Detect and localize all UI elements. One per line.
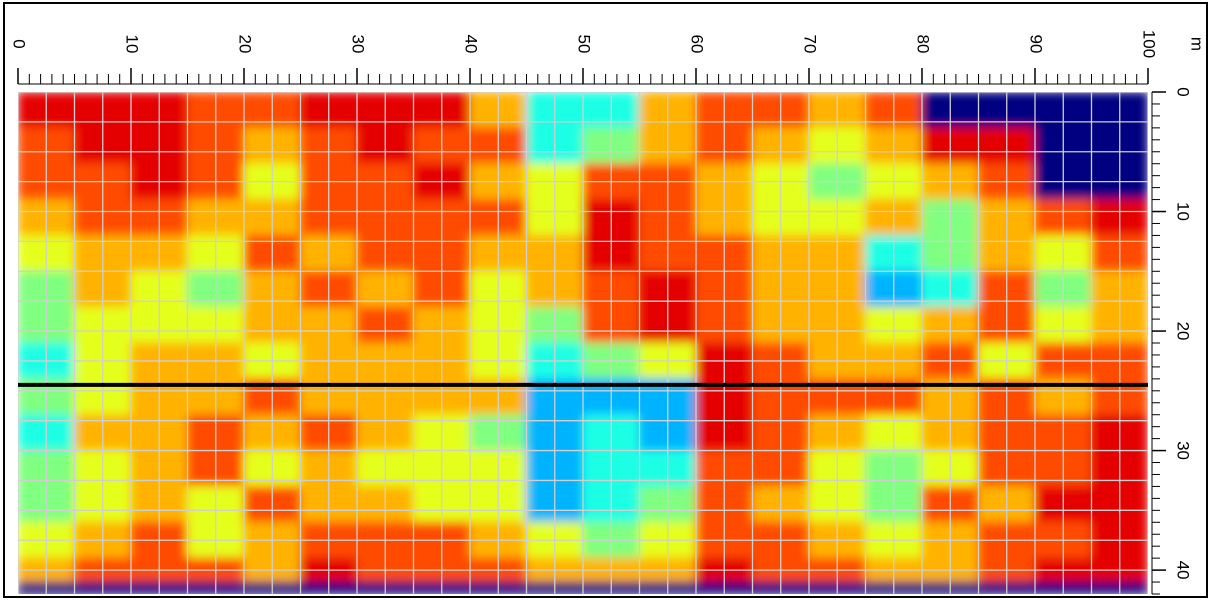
x-tick-label: 80 [914, 35, 933, 54]
x-unit: m [1188, 37, 1207, 51]
x-tick-label: 10 [123, 35, 142, 54]
y-tick-label: 40 [1174, 561, 1193, 580]
x-tick-label: 0 [10, 39, 29, 48]
chart: 0 10 20 30 40 50 60 70 80 90 100 0 10 20 30 40 m [0, 0, 1212, 600]
x-tick-label: 30 [349, 35, 368, 54]
y-tick-label: 10 [1174, 202, 1193, 221]
x-tick-label: 20 [236, 35, 255, 54]
y-tick-label: 20 [1174, 322, 1193, 341]
x-tick-label: 70 [801, 35, 820, 54]
overlay [18, 92, 1148, 594]
y-tick-label: 30 [1174, 441, 1193, 460]
x-tick-label: 50 [575, 35, 594, 54]
x-tick-label: 60 [688, 35, 707, 54]
x-tick-label: 90 [1027, 35, 1046, 54]
y-tick-label: 0 [1174, 87, 1193, 96]
x-tick-label: 100 [1140, 30, 1159, 58]
x-tick-label: 40 [462, 35, 481, 54]
